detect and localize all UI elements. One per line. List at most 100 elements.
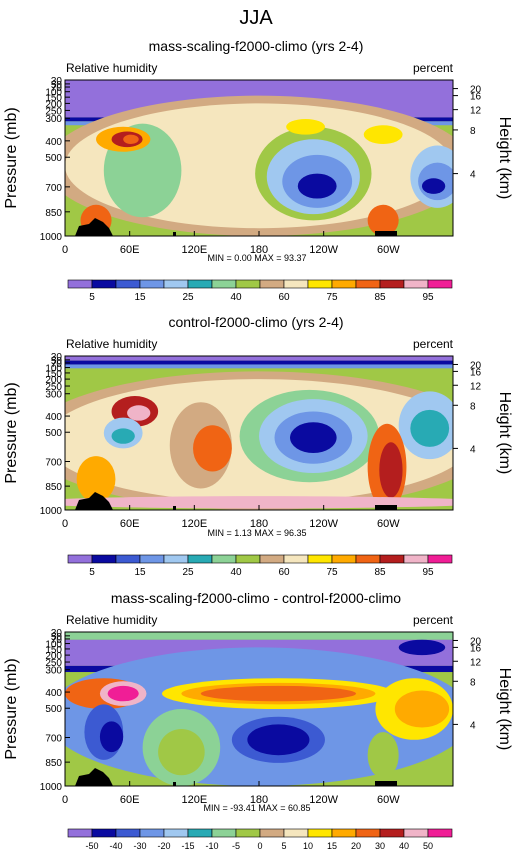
colorbar-swatch: [379, 279, 405, 289]
height-tick-label: 16: [470, 367, 482, 378]
colorbar-swatch: [235, 828, 261, 838]
tropopause-band: [65, 360, 453, 365]
colorbar-swatch: [187, 554, 213, 564]
colorbar-swatch: [235, 279, 261, 289]
lon-tick-label: 60E: [120, 518, 140, 530]
pressure-tick-label: 200: [45, 99, 62, 110]
colorbar-swatch: [331, 828, 357, 838]
height-tick-label: 20: [470, 85, 482, 96]
colorbar-label: 5: [89, 567, 95, 578]
height-tick-label: 4: [470, 170, 476, 181]
colorbar-swatch: [283, 554, 309, 564]
terrain-mask: [375, 231, 397, 236]
pressure-tick-label: 1000: [40, 506, 63, 517]
colorbar-label: 0: [257, 841, 262, 851]
colorbar-swatch: [307, 554, 333, 564]
pressure-tick-label: 30: [51, 76, 63, 87]
colorbar-swatch: [187, 828, 213, 838]
lon-tick-label: 60W: [377, 794, 400, 806]
plot-area: [65, 632, 453, 786]
height-tick-label: 8: [470, 401, 476, 412]
field-label: Relative humidity: [66, 613, 157, 627]
colorbar-swatch: [259, 554, 285, 564]
colorbar-swatch: [139, 279, 165, 289]
pressure-tick-label: 50: [51, 356, 63, 367]
pressure-tick-label: 700: [45, 733, 62, 744]
colorbar-label: -15: [181, 841, 194, 851]
pressure-tick-label: 100: [45, 88, 62, 99]
pressure-tick-label: 100: [45, 640, 62, 651]
colorbar-label: -10: [205, 841, 218, 851]
contour-region: [193, 425, 232, 472]
contour-region: [247, 724, 310, 756]
colorbar-swatch: [403, 828, 429, 838]
contour-region: [123, 134, 139, 144]
colorbar-swatch: [355, 279, 381, 289]
contour-region: [107, 685, 139, 702]
units-label: percent: [413, 613, 454, 627]
colorbar-swatch: [115, 279, 141, 289]
contour-region: [286, 119, 325, 135]
contour-region: [410, 409, 450, 447]
pressure-tick-label: 500: [45, 153, 62, 164]
colorbar-swatch: [307, 279, 333, 289]
colorbar-swatch: [211, 279, 237, 289]
pressure-tick-label: 100: [45, 364, 62, 375]
pressure-tick-label: 250: [45, 658, 62, 669]
pressure-tick-label: 70: [51, 359, 63, 370]
colorbar-label: 25: [182, 567, 194, 578]
colorbar-swatch: [139, 828, 165, 838]
colorbar-swatch: [115, 554, 141, 564]
lon-tick-label: 120W: [309, 794, 338, 806]
chart-panel-2: control-f2000-climo (yrs 2-4) Relative hu…: [3, 314, 512, 578]
pressure-tick-label: 30: [51, 352, 63, 363]
colorbar-label: 15: [327, 841, 337, 851]
contour-region: [65, 496, 453, 509]
pressure-tick-label: 850: [45, 208, 62, 219]
pressure-tick-label: 1000: [40, 232, 63, 243]
pressure-tick-label: 1000: [40, 782, 63, 793]
pressure-tick-label: 200: [45, 651, 62, 662]
colorbar-swatch: [283, 279, 309, 289]
contour-region: [297, 173, 337, 199]
contour-region: [158, 729, 205, 776]
colorbar-label: -20: [157, 841, 170, 851]
contour-region: [363, 125, 403, 144]
colorbar-swatch: [427, 828, 453, 838]
lon-tick-label: 0: [62, 244, 68, 256]
pressure-tick-label: 400: [45, 688, 62, 699]
colorbar-label: 85: [374, 292, 386, 303]
plot-area: [65, 80, 453, 236]
colorbar-label: -50: [85, 841, 98, 851]
pressure-tick-label: 400: [45, 137, 62, 148]
lon-tick-label: 60W: [377, 518, 400, 530]
lon-tick-label: 0: [62, 794, 68, 806]
pressure-tick-label: 150: [45, 369, 62, 380]
chart-title: mass-scaling-f2000-climo (yrs 2-4): [149, 38, 364, 54]
y-axis-title: Pressure (mb): [3, 107, 20, 208]
colorbar-swatch: [331, 554, 357, 564]
colorbar-swatch: [259, 279, 285, 289]
height-tick-label: 16: [470, 92, 482, 103]
height-tick-label: 4: [470, 720, 476, 731]
pressure-tick-label: 300: [45, 666, 62, 677]
pressure-tick-label: 700: [45, 183, 62, 194]
colorbar-label: 5: [89, 292, 95, 303]
colorbar-swatch: [403, 279, 429, 289]
field-label: Relative humidity: [66, 61, 157, 75]
colorbar-label: 95: [422, 567, 434, 578]
colorbar-swatch: [67, 279, 93, 289]
colorbar-swatch: [67, 828, 93, 838]
colorbar-swatch: [115, 828, 141, 838]
colorbar-swatch: [67, 554, 93, 564]
colorbar-swatch: [259, 828, 285, 838]
colorbar-label: 60: [278, 567, 290, 578]
height-tick-label: 12: [470, 657, 482, 668]
colorbar-swatch: [163, 828, 189, 838]
colorbar-label: 75: [326, 292, 338, 303]
chart-title: control-f2000-climo (yrs 2-4): [168, 314, 343, 330]
pressure-tick-label: 50: [51, 80, 63, 91]
colorbar-swatch: [427, 279, 453, 289]
tropopause-edge: [65, 364, 453, 369]
